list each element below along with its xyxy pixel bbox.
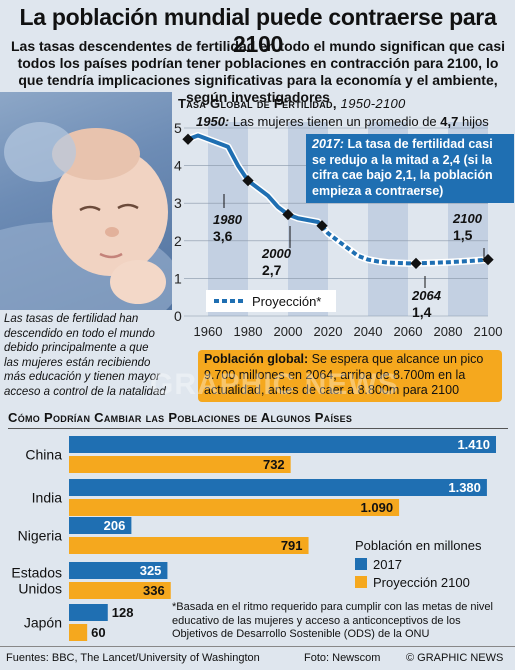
bar-value-label: 1.380 [448,480,481,495]
callout-text: La tasa de fertilidad casi se redujo a l… [312,137,493,198]
bar-2100 [69,499,400,516]
baby-photo [0,92,172,310]
global-population-label: Población global: [204,352,309,366]
bar-value-label: 336 [143,583,165,598]
annotation-year: 2064 [411,288,442,303]
x-tick-label: 2100 [474,324,503,339]
countries-bar-chart: China 1.410 732 India 1.380 1.090 Nigeria 206 79… [11,436,496,641]
data-point-marker [282,208,294,221]
note-1950-text: Las mujeres tienen un promedio de [233,114,440,129]
bar-value-label: 325 [140,563,162,578]
bar-value-label: 128 [112,605,134,620]
bar-2100 [69,582,171,599]
fertility-chart-title: Tasa Global de Fertilidad, 1950-2100 [178,96,406,111]
y-tick-label: 3 [174,195,182,211]
x-tick-label: 1960 [194,324,223,339]
decade-band [208,122,248,316]
legend-label-2100: Proyección 2100 [373,575,470,590]
fertility-line-historic [187,133,324,228]
data-point-marker [410,257,422,270]
note-1950-year: 1950: [196,114,233,129]
divider [8,428,508,429]
x-tick-label: 2000 [274,324,303,339]
baby-illustration [0,122,172,310]
fertility-title-years: 1950-2100 [340,96,406,111]
bar-value-label: 791 [281,538,303,553]
category-label: Unidos [18,581,62,597]
bar-value-label: 206 [104,518,126,533]
callout-year: 2017: [312,137,344,151]
bar-value-label: 732 [263,457,285,472]
annotation-value: 3,6 [213,228,233,244]
page-title: La población mundial puede contraerse pa… [19,4,497,57]
fertility-line-projection [320,224,489,266]
countries-chart-title: Cómo Podrían Cambiar las Poblaciones de … [8,410,353,425]
category-label: China [25,447,62,463]
note-1950-value: 4,7 [440,114,462,129]
watermark: GRAPHIC NEWS [150,368,399,401]
data-point-marker [482,253,494,266]
bar-2017 [69,562,168,579]
bar-value-label: 60 [91,625,105,640]
page-subtitle: Las tasas descendentes de fertilidad en … [10,38,505,105]
bar-2017 [69,517,132,534]
global-population-box: Población global: Se espera que alcance … [198,350,502,402]
legend-title: Población en millones [355,538,482,553]
note-1950-unit: hijos [462,114,489,129]
category-label: Japón [24,615,62,631]
annotation-value: 1,4 [412,304,432,320]
category-label: Nigeria [18,528,63,544]
bar-2017 [69,604,108,621]
y-tick-label: 4 [174,158,182,174]
x-tick-label: 1980 [234,324,263,339]
legend-item-2100: Proyección 2100 [355,575,470,590]
bar-2100 [69,624,88,641]
y-tick-label: 5 [174,120,182,136]
projection-legend-box [206,290,336,312]
bar-2100 [69,537,309,554]
x-tick-label: 2080 [434,324,463,339]
bar-value-label: 1.410 [457,437,490,452]
bar-2100 [69,456,291,473]
x-tick-label: 2060 [394,324,423,339]
legend-swatch-blue [355,558,367,570]
bar-value-label: 1.090 [361,500,394,515]
bar-2017 [69,436,496,453]
y-tick-label: 1 [174,270,182,286]
x-tick-label: 2020 [314,324,343,339]
footer: Fuentes: BBC, The Lancet/University of W… [0,646,515,670]
footer-copyright: © GRAPHIC NEWS [406,652,504,664]
data-point-marker [316,220,328,232]
legend-swatch-orange [355,576,367,588]
photo-caption: Las tasas de fertilidad han descendido e… [4,313,166,398]
annotation-year: 1980 [213,212,243,227]
legend-label-2017: 2017 [373,557,402,572]
global-population-text: Se espera que alcance un pico 9.700 mill… [204,352,484,397]
footnote: *Basada en el ritmo requerido para cumpl… [172,601,493,640]
annotation-year: 2000 [261,246,292,261]
annotation-year: 2100 [452,211,483,226]
note-1950: 1950: Las mujeres tienen un promedio de … [196,114,489,129]
x-tick-label: 2040 [354,324,383,339]
bar-2017 [69,479,487,496]
category-label: India [32,490,63,506]
callout-2017: 2017: La tasa de fertilidad casi se redu… [306,134,514,203]
y-tick-label: 2 [174,233,182,249]
footer-photo-credit: Foto: Newscom [304,652,381,664]
category-label: Estados [11,565,62,581]
annotation-value: 2,7 [262,262,282,278]
footer-sources: Fuentes: BBC, The Lancet/University of W… [6,652,260,664]
projection-legend-label: Proyección* [252,294,321,309]
annotation-value: 1,5 [453,227,473,243]
legend-item-2017: 2017 [355,557,402,572]
fertility-title-text: Tasa Global de Fertilidad, [178,96,337,111]
y-tick-label: 0 [174,308,182,324]
